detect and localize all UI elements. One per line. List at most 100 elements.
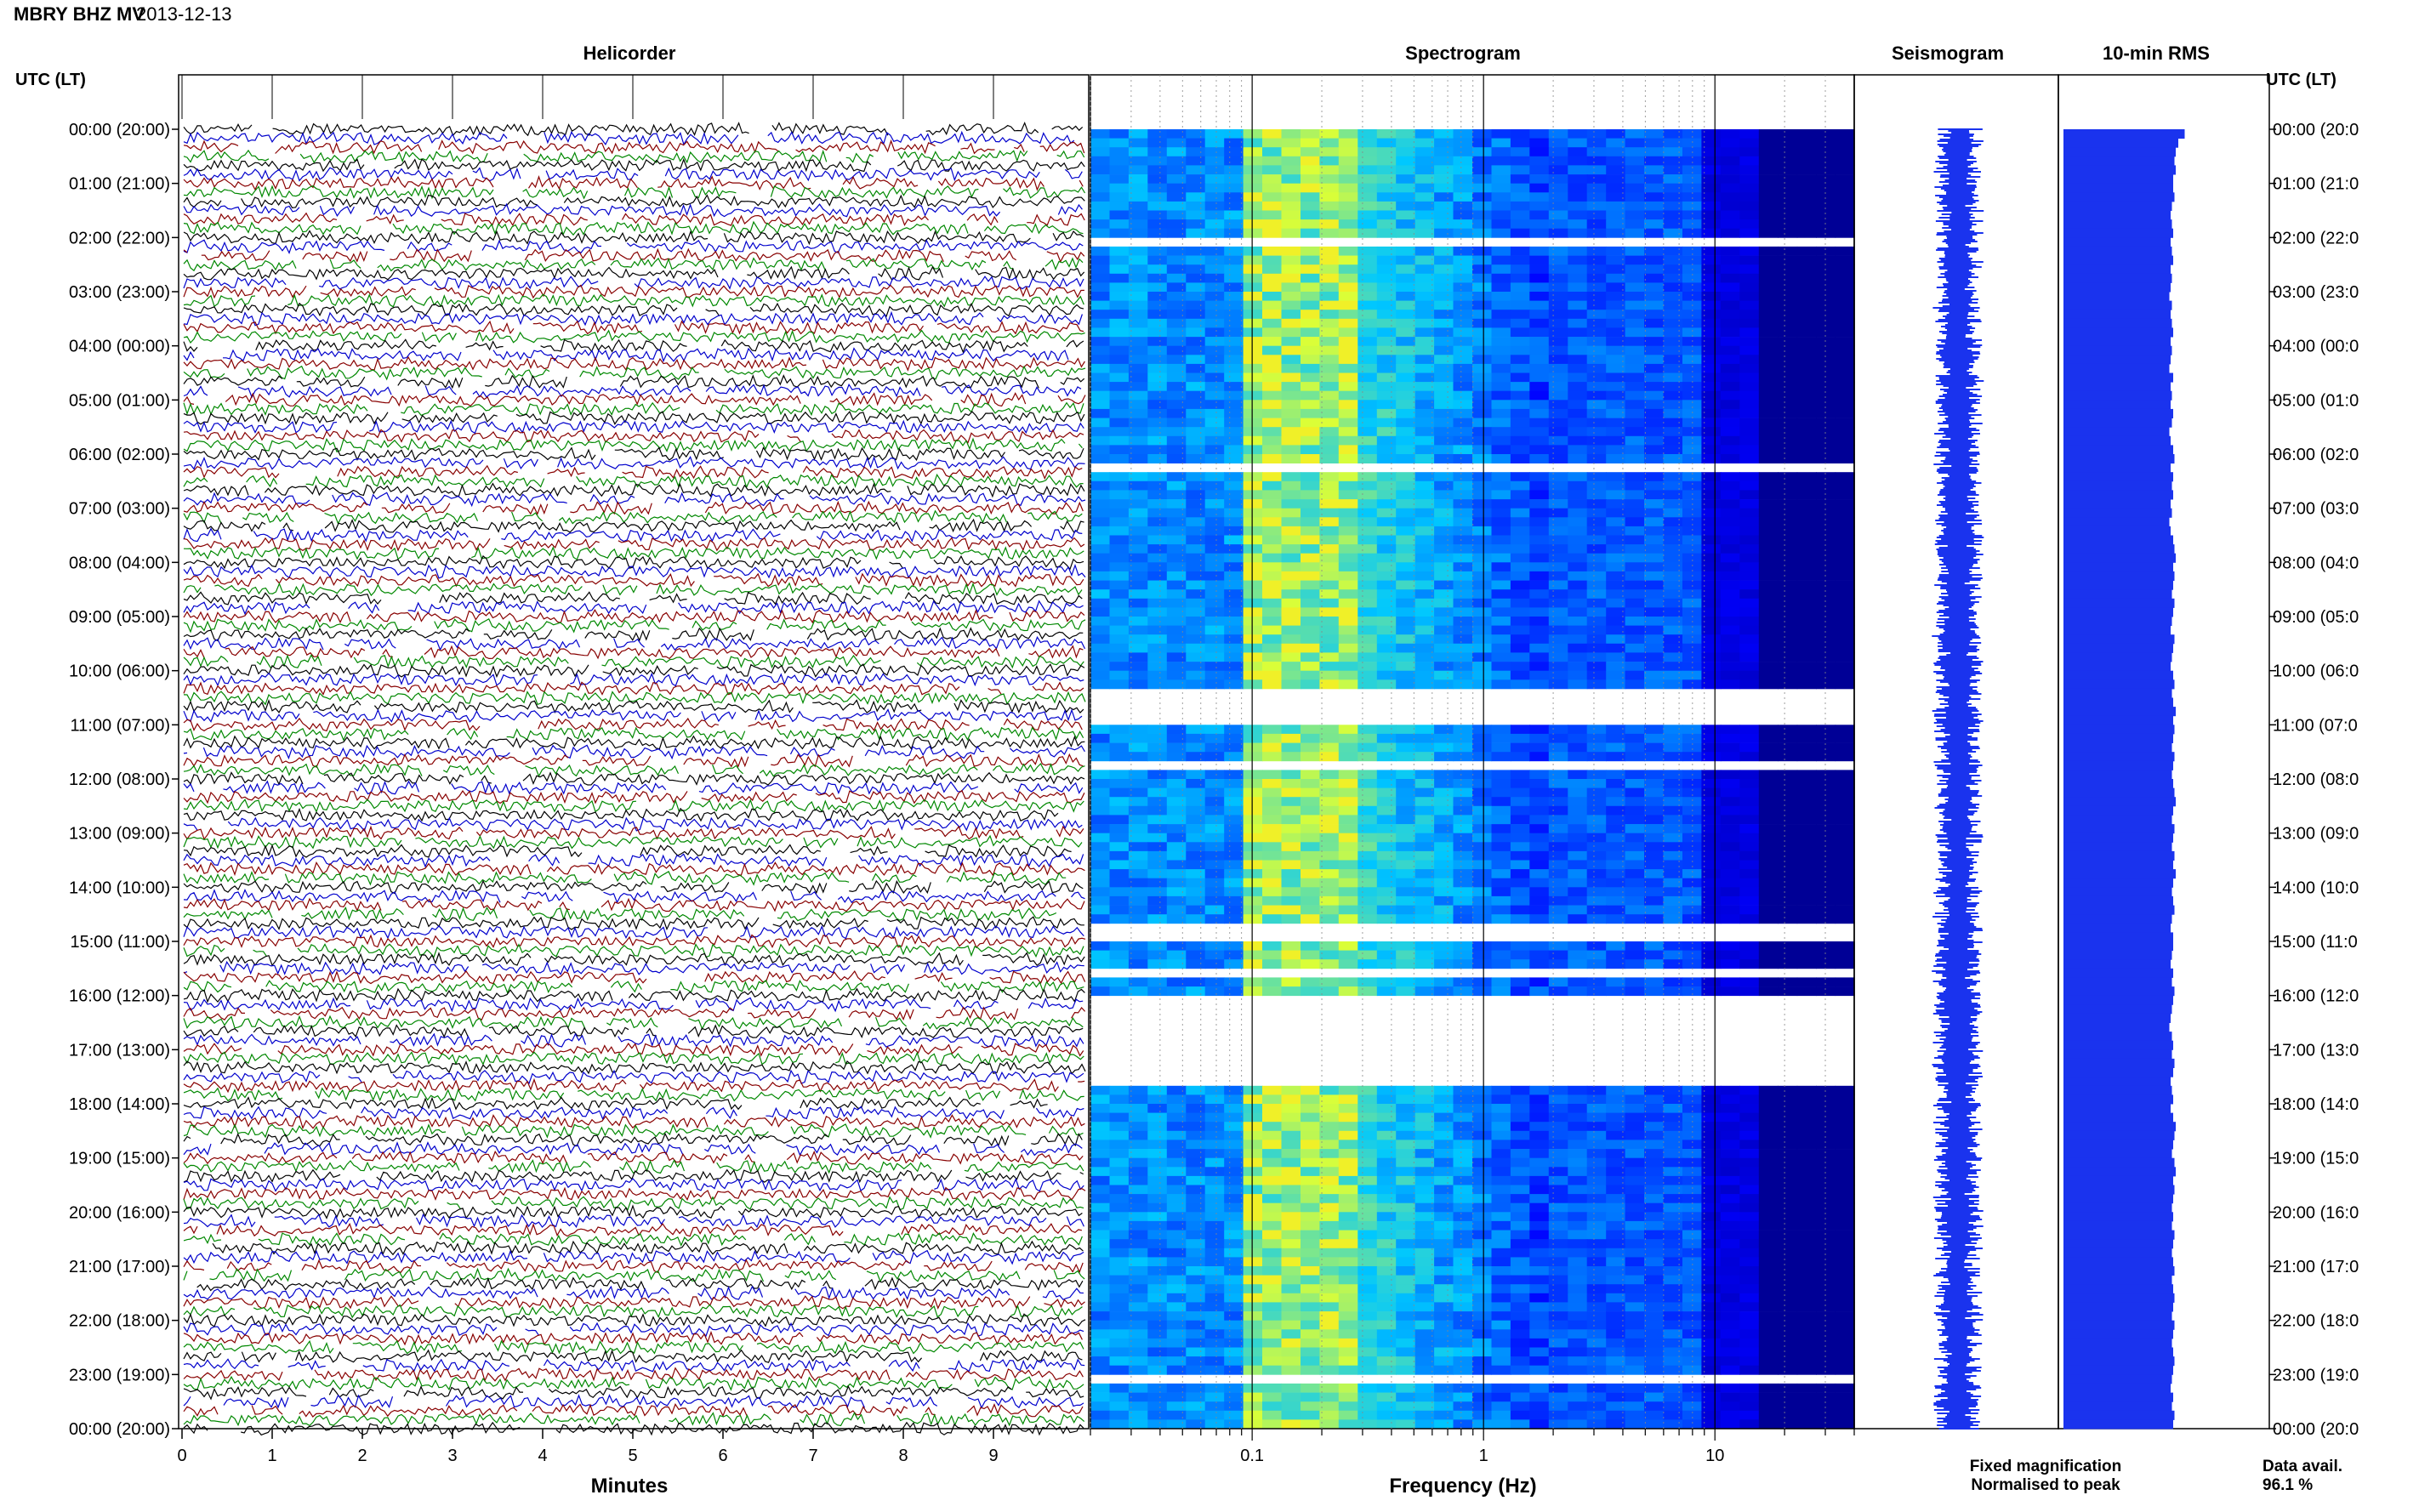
spectrogram-cell: [1816, 1104, 1836, 1113]
spectrogram-cell: [1166, 1257, 1187, 1267]
spectrogram-cell: [1586, 662, 1607, 672]
spectrogram-cell: [1414, 842, 1435, 852]
spectrogram-cell: [1816, 1338, 1836, 1348]
spectrogram-cell: [1376, 129, 1397, 139]
spectrogram-cell: [1625, 427, 1645, 437]
spectrogram-cell: [1281, 544, 1301, 554]
spectrogram-cell: [1758, 355, 1779, 365]
spectrogram-cell: [1663, 282, 1683, 293]
spectrogram-cell: [1186, 445, 1206, 455]
spectrogram-cell: [1109, 878, 1130, 888]
spectrogram-cell: [1186, 887, 1206, 897]
spectrogram-cell: [1243, 1175, 1263, 1185]
spectrogram-cell: [1758, 390, 1779, 401]
spectrogram-cell: [1319, 408, 1340, 418]
spectrogram-cell: [1720, 787, 1740, 798]
spectrogram-cell: [1720, 1284, 1740, 1294]
spectrogram-cell: [1491, 372, 1511, 383]
helicorder-trace: [183, 699, 1084, 714]
spectrogram-cell: [1319, 887, 1340, 897]
spectrogram-cell: [1796, 156, 1817, 166]
spectrogram-cell: [1816, 1230, 1836, 1240]
spectrogram-cell: [1262, 310, 1283, 320]
spectrogram-cell: [1586, 805, 1607, 816]
spectrogram-cell: [1453, 526, 1473, 536]
spectrogram-cell: [1720, 1257, 1740, 1267]
spectrogram-cell: [1472, 643, 1493, 653]
spectrogram-cell: [1548, 1248, 1568, 1258]
spectrogram-cell: [1128, 418, 1148, 428]
spectrogram-cell: [1396, 986, 1416, 997]
spectrogram-cell: [1204, 580, 1225, 590]
spectrogram-cell: [1109, 787, 1130, 798]
spectrogram-cell: [1166, 905, 1187, 915]
spectrogram-cell: [1586, 742, 1607, 753]
spectrogram-cell: [1796, 805, 1817, 816]
spectrogram-cell: [1357, 1284, 1378, 1294]
spectrogram-cell: [1682, 878, 1703, 888]
spectrogram-cell: [1568, 733, 1588, 743]
spectrogram-cell: [1281, 625, 1301, 635]
spectrogram-cell: [1319, 183, 1340, 193]
spectrogram-cell: [1816, 355, 1836, 365]
spectrogram-cell: [1625, 1302, 1645, 1312]
spectrogram-cell: [1548, 310, 1568, 320]
spectrogram-cell: [1739, 617, 1760, 626]
spectrogram-cell: [1453, 1356, 1473, 1367]
spectrogram-cell: [1319, 273, 1340, 283]
spectrogram-cell: [1262, 914, 1283, 924]
spectrogram-cell: [1510, 454, 1530, 463]
spectrogram-cell: [1376, 815, 1397, 825]
spectrogram-cell: [1281, 1094, 1301, 1105]
spectrogram-cell: [1243, 472, 1263, 482]
spectrogram-cell: [1606, 977, 1626, 987]
spectrogram-cell: [1510, 517, 1530, 527]
spectrogram-cell: [1568, 327, 1588, 338]
spectrogram-cell: [1434, 1085, 1454, 1095]
spectrogram-cell: [1224, 219, 1244, 230]
spectrogram-cell: [1090, 499, 1111, 509]
spectrogram-cell: [1204, 1094, 1225, 1105]
spectrogram-cell: [1586, 977, 1607, 987]
spectrogram-cell: [1414, 1202, 1435, 1213]
spectrogram-cell: [1510, 1257, 1530, 1267]
spectrogram-cell: [1663, 183, 1683, 193]
spectrogram-cell: [1357, 1140, 1378, 1150]
helicorder-trace: [183, 916, 1084, 931]
spectrogram-cell: [1682, 797, 1703, 807]
spectrogram-cell: [1414, 273, 1435, 283]
spectrogram-cell: [1835, 273, 1855, 283]
spectrogram-cell: [1204, 1112, 1225, 1123]
spectrogram-cell: [1224, 255, 1244, 265]
spectrogram-cell: [1568, 363, 1588, 373]
spectrogram-cell: [1625, 1311, 1645, 1322]
spectrogram-cell: [1758, 1194, 1779, 1204]
spectrogram-cell: [1453, 192, 1473, 202]
spectrogram-cell: [1796, 1302, 1817, 1312]
spectrogram-cell: [1166, 418, 1187, 428]
spectrogram-cell: [1434, 1175, 1454, 1185]
spectrogram-cell: [1109, 345, 1130, 355]
spectrogram-cell: [1796, 292, 1817, 301]
spectrogram-cell: [1281, 1257, 1301, 1267]
spectrogram-cell: [1166, 273, 1187, 283]
spectrogram-cell: [1796, 544, 1817, 554]
spectrogram-cell: [1835, 372, 1855, 383]
helicorder-trace: [183, 257, 1084, 272]
spectrogram-cell: [1778, 390, 1798, 401]
spectrogram-cell: [1510, 1401, 1530, 1412]
helicorder-trace: [183, 1069, 1084, 1085]
spectrogram-cell: [1529, 1329, 1550, 1339]
spectrogram-cell: [1224, 1257, 1244, 1267]
spectrogram-cell: [1166, 408, 1187, 418]
spectrogram-cell: [1224, 345, 1244, 355]
spectrogram-cell: [1204, 914, 1225, 924]
spectrogram-cell: [1224, 517, 1244, 527]
spectrogram-cell: [1720, 1140, 1740, 1150]
spectrogram-cell: [1472, 255, 1493, 265]
spectrogram-cell: [1301, 1338, 1321, 1348]
spectrogram-cell: [1739, 535, 1760, 545]
spectrogram-cell: [1301, 318, 1321, 328]
spectrogram-cell: [1529, 1167, 1550, 1177]
